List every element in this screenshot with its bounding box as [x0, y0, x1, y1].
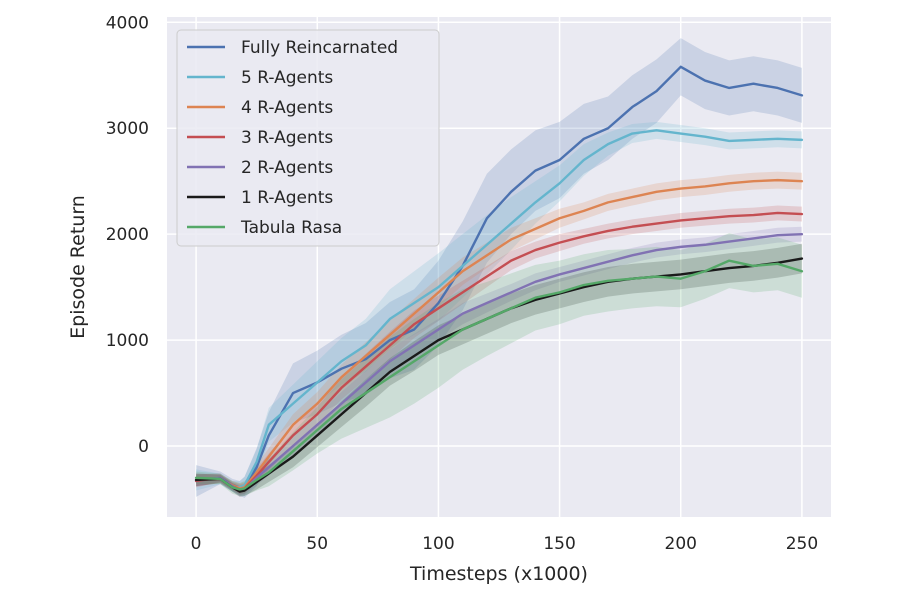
- legend-label-fully-reincarnated: Fully Reincarnated: [241, 38, 398, 58]
- x-tick-label: 250: [786, 534, 818, 554]
- x-axis-label: Timesteps (x1000): [409, 563, 588, 585]
- legend-label-2-r-agents: 2 R-Agents: [241, 158, 333, 178]
- legend: Fully Reincarnated 5 R-Agents 4 R-Agents 3 …: [176, 29, 440, 247]
- y-tick-label: 1000: [106, 331, 149, 351]
- series-line-5-r-agents: [194, 129, 804, 489]
- series-line-3-r-agents: [194, 211, 804, 491]
- legend-label-3-r-agents: 3 R-Agents: [241, 128, 333, 148]
- x-tick-label: 50: [306, 534, 328, 554]
- legend-label-4-r-agents: 4 R-Agents: [241, 98, 333, 118]
- band-5-r-agents: [196, 121, 802, 494]
- legend-label-5-r-agents: 5 R-Agents: [241, 68, 333, 88]
- x-tick-label: 150: [543, 534, 575, 554]
- band-1-r-agents: [196, 243, 802, 497]
- band-3-r-agents: [196, 205, 802, 495]
- x-tick-label: 0: [191, 534, 202, 554]
- legend-box: [176, 29, 440, 247]
- legend-label-tabula-rasa: Tabula Rasa: [240, 218, 342, 238]
- y-tick-label: 4000: [106, 13, 149, 33]
- legend-label-1-r-agents: 1 R-Agents: [241, 188, 333, 208]
- y-ticks: 0 1000 2000 3000 4000: [106, 13, 149, 457]
- band-tabula-rasa: [196, 233, 802, 496]
- y-axis-label: Episode Return: [67, 195, 89, 339]
- x-ticks: 0 50 100 150 200 250: [191, 534, 818, 554]
- y-tick-label: 3000: [106, 119, 149, 139]
- series-lines: [194, 65, 804, 493]
- series-line-4-r-agents: [194, 178, 804, 490]
- x-tick-label: 100: [422, 534, 454, 554]
- y-tick-label: 2000: [106, 225, 149, 245]
- x-tick-label: 200: [665, 534, 697, 554]
- series-line-tabula-rasa: [194, 259, 804, 491]
- band-4-r-agents: [196, 171, 802, 494]
- y-tick-label: 0: [138, 437, 149, 457]
